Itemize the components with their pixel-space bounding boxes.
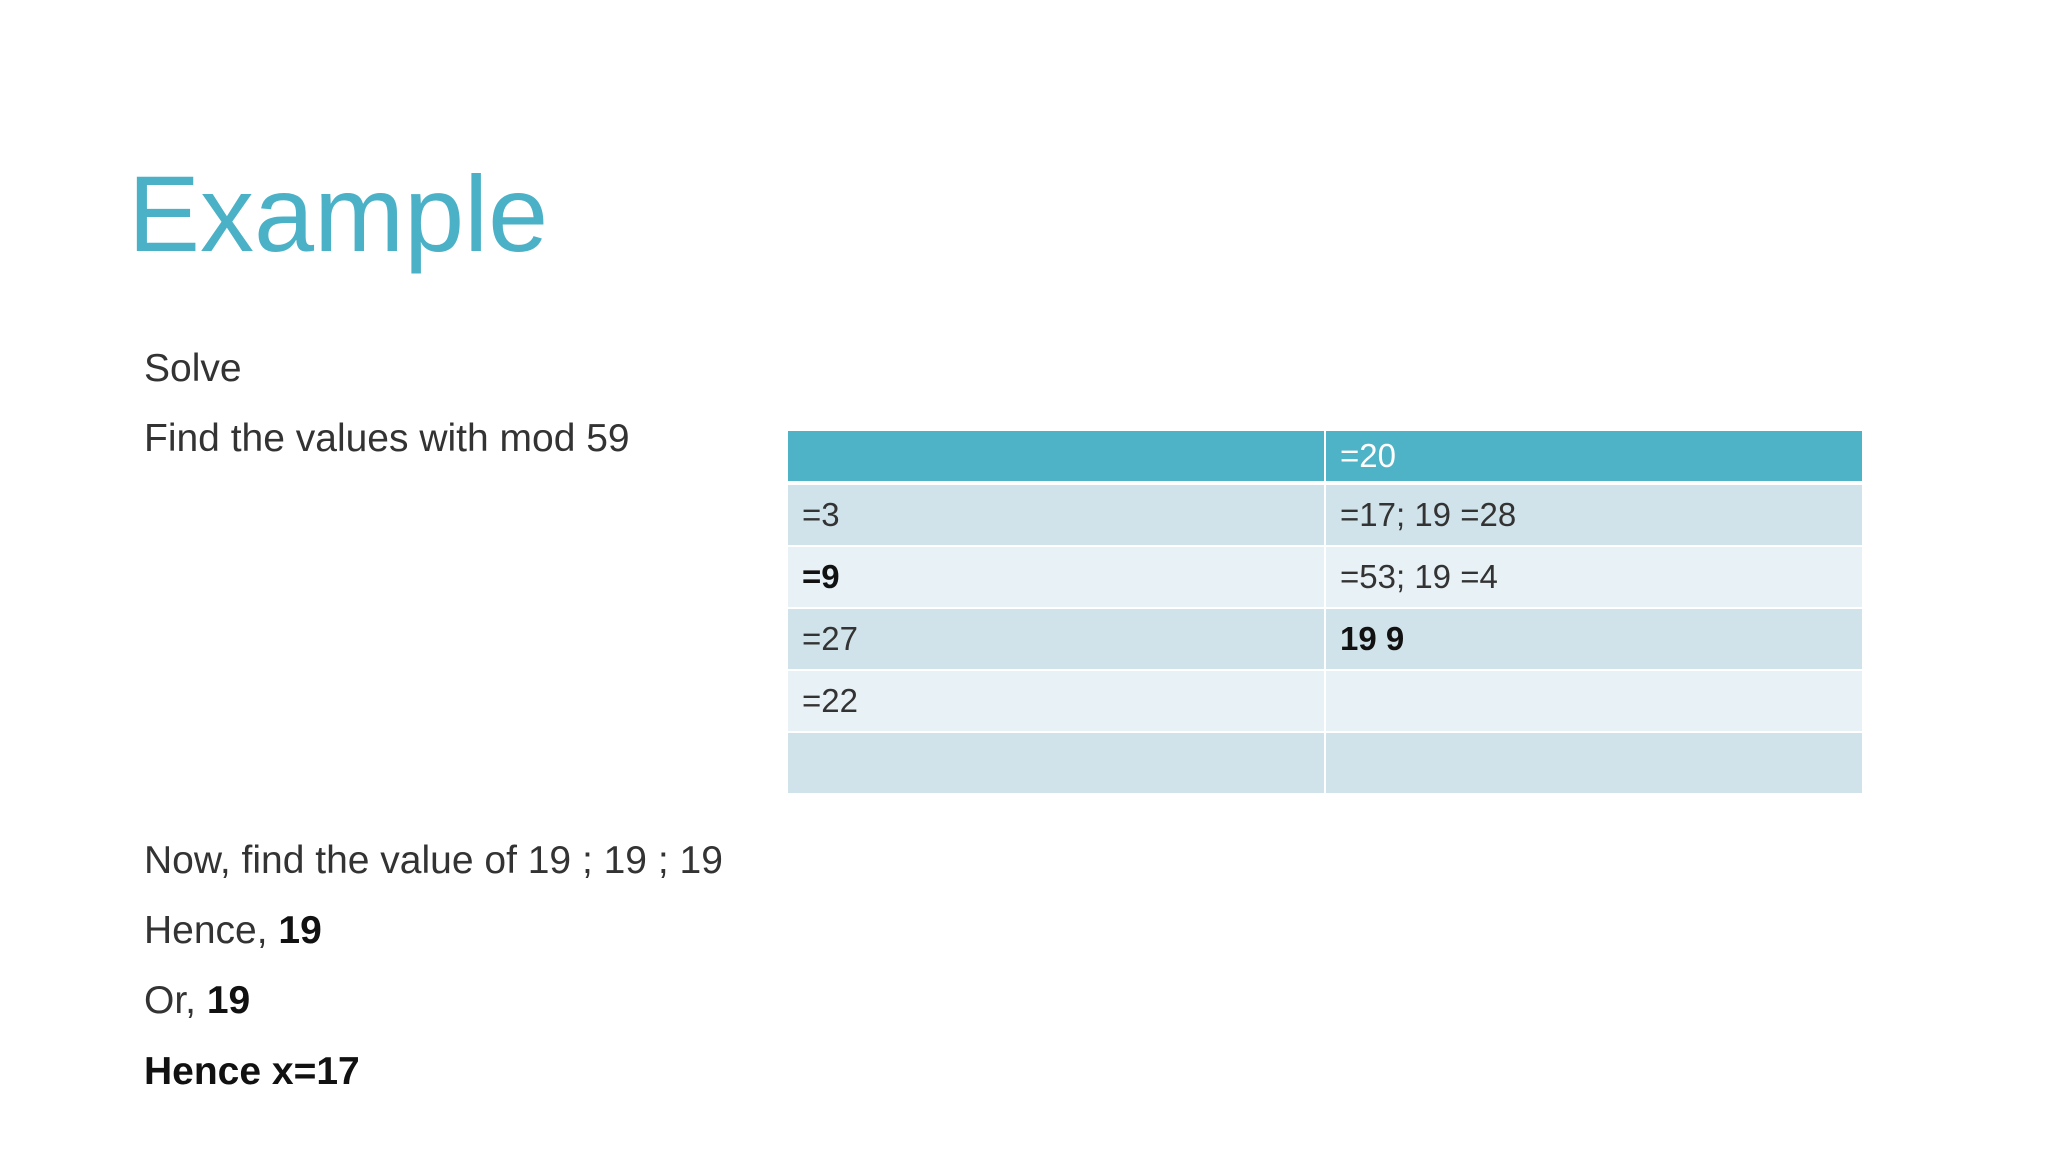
table-cell: =22 (786, 669, 1326, 733)
bold-text: 19 (278, 909, 322, 952)
header-cell: =20 (1324, 429, 1864, 485)
header-cell (786, 429, 1326, 485)
bold-text: 19 (206, 979, 251, 1022)
body-text: Find the values with mod 59 (144, 417, 630, 460)
body-text: Now, find the value of 19 ; 19 ; 19 (144, 839, 723, 882)
table-cell: =53; 19 =4 (1324, 545, 1864, 609)
table-cell: =27 (786, 607, 1326, 671)
bold-text: Hence x=17 (144, 1050, 360, 1093)
body-text: Or, (144, 979, 197, 1022)
table: =20 =3 =17; 19 =28 =9 =53; 19 =4 =27 19 … (786, 429, 1864, 795)
table-row (786, 731, 1864, 795)
body-text: Hence, (144, 909, 268, 952)
table-row: =9 =53; 19 =4 (786, 545, 1864, 609)
table-cell: =3 (786, 482, 1326, 547)
table-row: =3 =17; 19 =28 (786, 482, 1864, 547)
body-line: Hence, 19 (144, 911, 322, 950)
table-cell: 19 9 (1324, 607, 1864, 671)
table-cell (1324, 731, 1864, 795)
body-line: Or, 19 (144, 981, 250, 1020)
body-text: Solve (144, 347, 242, 390)
slide-title: Example (128, 153, 549, 274)
table-row: =27 19 9 (786, 607, 1864, 671)
table-cell: =9 (786, 545, 1326, 609)
table-cell (1324, 669, 1864, 733)
table-header: =20 (786, 429, 1864, 485)
table-cell: =17; 19 =28 (1324, 482, 1864, 547)
table-row: =22 (786, 669, 1864, 733)
table-cell (786, 731, 1326, 795)
